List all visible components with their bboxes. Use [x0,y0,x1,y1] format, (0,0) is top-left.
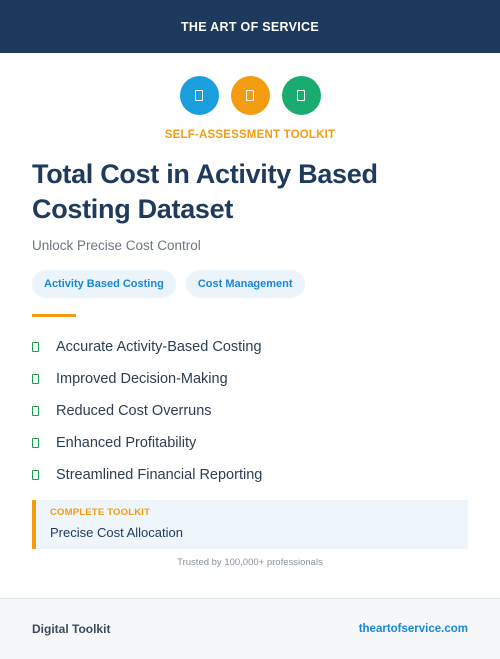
tag-cost-management[interactable]: Cost Management [185,270,305,298]
list-item: Streamlined Financial Reporting [32,459,262,491]
website-link[interactable]: theartofservice.com [358,623,468,635]
feature-list: Accurate Activity-Based Costing Improved… [32,331,262,491]
page-subtitle: Unlock Precise Cost Control [32,238,201,253]
list-item: Accurate Activity-Based Costing [32,331,262,363]
toolkit-kicker: SELF-ASSESSMENT TOOLKIT [164,129,336,141]
tag-list: Activity Based Costing Cost Management [32,270,305,298]
checkmark-icon [32,470,39,480]
checkmark-icon [32,438,39,448]
tag-activity-based-costing[interactable]: Activity Based Costing [32,270,176,298]
brand-name: THE ART OF SERVICE [180,19,320,34]
footer-label: Digital Toolkit [32,622,111,636]
document-icon [179,76,219,115]
feature-label: Streamlined Financial Reporting [56,467,263,483]
top-header-bar: THE ART OF SERVICE [0,0,500,53]
feature-label: Enhanced Profitability [56,435,197,451]
list-item: Enhanced Profitability [32,427,262,459]
checkmark-icon [32,374,39,384]
feature-label: Improved Decision-Making [56,371,228,387]
feature-label: Reduced Cost Overruns [56,403,212,419]
chart-icon [230,76,270,115]
icon-row [0,76,500,115]
accent-divider [32,314,76,317]
list-item: Improved Decision-Making [32,363,262,395]
callout-kicker: COMPLETE TOOLKIT [50,507,151,518]
checkmark-icon [32,406,39,416]
page-title: Total Cost in Activity Based Costing Dat… [32,159,378,224]
footer: Digital Toolkit theartofservice.com [0,598,500,659]
check-icon [281,76,321,115]
callout-text: Precise Cost Allocation [50,525,183,540]
complete-toolkit-callout: COMPLETE TOOLKIT Precise Cost Allocation [32,500,468,549]
feature-label: Accurate Activity-Based Costing [56,339,262,355]
checkmark-icon [32,342,39,352]
trusted-by-text: Trusted by 100,000+ professionals [177,557,323,568]
list-item: Reduced Cost Overruns [32,395,262,427]
